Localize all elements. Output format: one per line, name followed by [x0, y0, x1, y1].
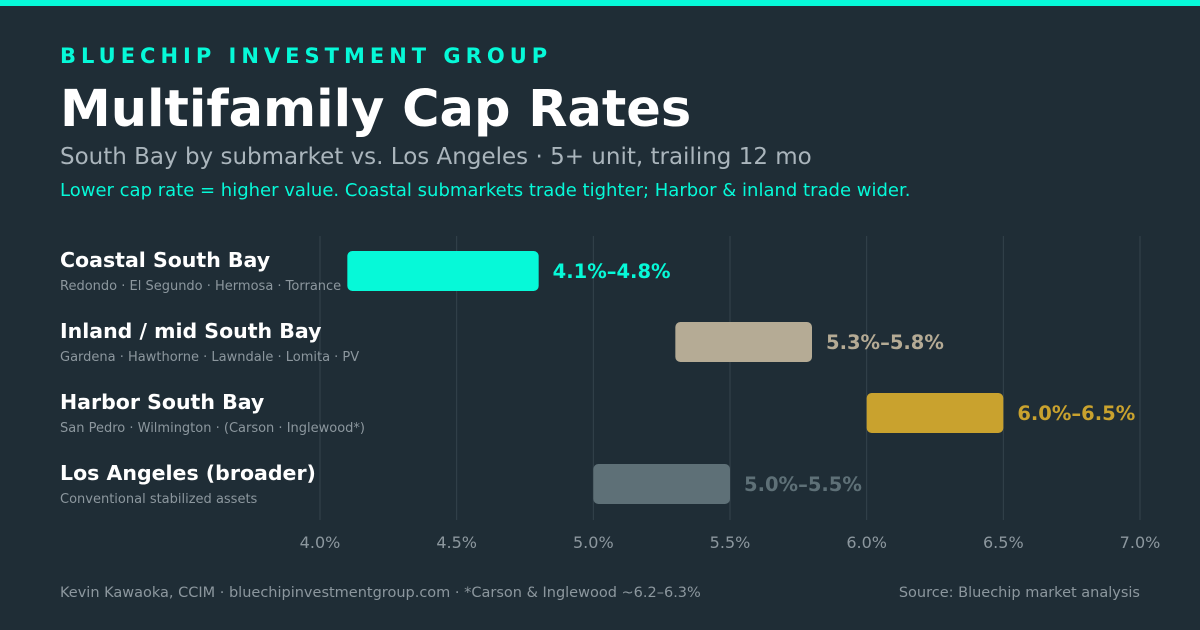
brand-name: BLUECHIP INVESTMENT GROUP: [60, 44, 553, 68]
x-tick-label: 6.0%: [846, 533, 887, 552]
chart-title: Multifamily Cap Rates: [60, 80, 692, 139]
chart-subtitle: South Bay by submarket vs. Los Angeles ·…: [60, 144, 812, 170]
row-label-harbor: Harbor South Bay: [60, 390, 265, 414]
value-label-los-angeles-broader: 5.0%–5.5%: [744, 473, 862, 496]
range-bar-los-angeles-broader: [593, 464, 730, 504]
value-label-harbor-south-bay: 6.0%–6.5%: [1017, 402, 1135, 425]
row-label-inland: Inland / mid South Bay: [60, 319, 322, 343]
x-tick-label: 7.0%: [1120, 533, 1161, 552]
x-tick-label: 4.0%: [300, 533, 341, 552]
footer-credit: Kevin Kawaoka, CCIM · bluechipinvestment…: [60, 585, 701, 601]
row-label-coastal: Coastal South Bay: [60, 248, 271, 272]
value-label-coastal-south-bay: 4.1%–4.8%: [553, 260, 671, 283]
x-tick-label: 5.5%: [710, 533, 751, 552]
range-bar-coastal-south-bay: [347, 251, 539, 291]
x-tick-label: 4.5%: [436, 533, 477, 552]
row-sublabel-coastal: Redondo · El Segundo · Hermosa · Torranc…: [60, 279, 342, 294]
top-accent-bar: [0, 0, 1200, 6]
row-sublabel-harbor: San Pedro · Wilmington · (Carson · Ingle…: [60, 421, 365, 436]
x-tick-label: 5.0%: [573, 533, 614, 552]
x-tick-label: 6.5%: [983, 533, 1024, 552]
row-label-los-angeles: Los Angeles (broader): [60, 461, 316, 485]
value-label-inland-mid-south-bay: 5.3%–5.8%: [826, 331, 944, 354]
row-sublabel-los-angeles: Conventional stabilized assets: [60, 492, 258, 507]
footer-source: Source: Bluechip market analysis: [898, 585, 1140, 601]
row-sublabel-inland: Gardena · Hawthorne · Lawndale · Lomita …: [60, 350, 360, 365]
chart-note: Lower cap rate = higher value. Coastal s…: [60, 180, 911, 201]
range-bar-harbor-south-bay: [866, 393, 1004, 433]
range-bar-inland-mid-south-bay: [675, 322, 812, 362]
